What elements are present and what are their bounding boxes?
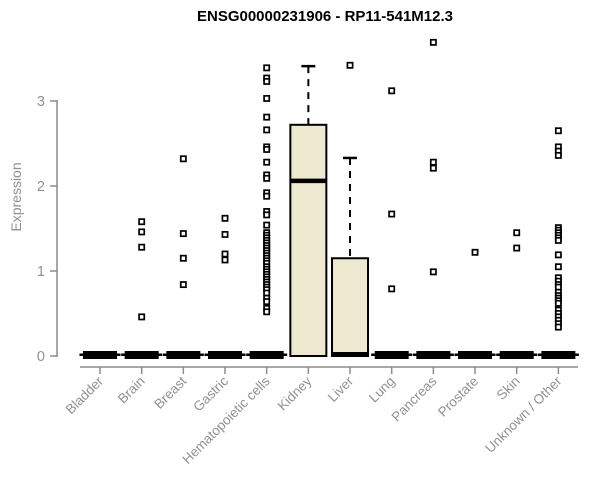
x-tick-label-bladder: Bladder xyxy=(63,373,107,417)
box-group-prostate xyxy=(454,248,496,359)
outlier-point xyxy=(554,151,562,159)
x-tick-label-lung: Lung xyxy=(366,374,398,406)
box-group-bladder xyxy=(79,351,121,359)
flat-box xyxy=(124,351,159,359)
x-tick-label-kidney: Kidney xyxy=(275,373,315,413)
outlier-point xyxy=(513,229,521,237)
y-axis-title: Expression xyxy=(8,162,24,231)
outlier-point xyxy=(554,323,562,331)
outlier-point xyxy=(179,281,187,289)
outlier-point xyxy=(179,230,187,238)
chart-title: ENSG00000231906 - RP11-541M12.3 xyxy=(197,8,453,25)
outlier-point xyxy=(554,251,562,259)
box-rect xyxy=(289,123,328,357)
y-tick-label: 2 xyxy=(37,179,45,195)
outlier-point xyxy=(138,243,146,251)
box-rect xyxy=(331,257,370,357)
outlier-point xyxy=(138,228,146,236)
outlier-point xyxy=(138,218,146,226)
box-group-kidney xyxy=(289,64,328,357)
flat-box xyxy=(83,351,117,359)
outlier-point xyxy=(388,285,396,293)
outlier-point xyxy=(554,263,562,271)
x-tick-label-unknown-other: Unknown / Other xyxy=(482,373,565,456)
outlier-point xyxy=(471,248,479,256)
outlier-point xyxy=(263,211,271,219)
flat-box xyxy=(416,351,451,359)
box-group-lung xyxy=(371,87,413,359)
outlier-point xyxy=(179,254,187,262)
outlier-point xyxy=(221,231,229,238)
box-group-gastric xyxy=(204,214,246,359)
outlier-point xyxy=(263,308,271,316)
outlier-point xyxy=(221,214,229,222)
flat-box xyxy=(374,351,409,359)
outlier-point xyxy=(263,146,271,153)
y-tick-label: 3 xyxy=(37,94,45,110)
outlier-point xyxy=(221,250,229,258)
outlier-point xyxy=(263,192,271,200)
outlier-point xyxy=(429,268,437,276)
box-group-brain xyxy=(121,218,163,359)
box-group-breast xyxy=(162,155,204,359)
box-group-skin xyxy=(496,229,538,359)
y-tick-label: 0 xyxy=(37,349,45,365)
flat-box xyxy=(458,351,493,359)
outlier-point xyxy=(263,77,271,85)
box-group-hematopoietic-cells xyxy=(246,64,288,359)
outlier-point xyxy=(554,299,562,307)
outlier-point xyxy=(179,155,187,163)
outlier-point xyxy=(263,158,271,166)
outlier-point xyxy=(513,244,521,252)
flat-box xyxy=(541,351,576,359)
plot-area xyxy=(79,38,579,359)
outlier-point xyxy=(554,127,562,135)
outlier-point xyxy=(263,64,271,72)
outlier-point xyxy=(429,158,437,166)
outlier-point xyxy=(554,236,562,244)
x-tick-label-gastric: Gastric xyxy=(190,373,231,414)
flat-box xyxy=(249,351,284,359)
outlier-point xyxy=(263,174,271,182)
outlier-point xyxy=(388,87,396,95)
box-group-liver xyxy=(331,61,370,357)
outlier-point xyxy=(263,221,271,229)
flat-box xyxy=(208,351,243,359)
outlier-point xyxy=(221,256,229,264)
outlier-point xyxy=(263,113,271,121)
flat-box xyxy=(499,351,534,359)
outlier-point xyxy=(263,298,271,306)
x-tick-label-liver: Liver xyxy=(325,373,357,405)
x-tick-label-brain: Brain xyxy=(115,374,148,407)
outlier-point xyxy=(429,38,437,46)
outlier-point xyxy=(138,313,146,321)
x-tick-label-prostate: Prostate xyxy=(435,374,481,420)
outlier-point xyxy=(388,210,396,218)
outlier-point xyxy=(263,94,271,102)
outlier-point xyxy=(429,164,437,172)
x-tick-label-breast: Breast xyxy=(151,373,189,411)
box-group-unknown-other xyxy=(537,127,579,359)
box-group-pancreas xyxy=(412,38,454,359)
y-tick-label: 1 xyxy=(37,264,45,280)
outlier-point xyxy=(346,61,354,69)
x-tick-label-pancreas: Pancreas xyxy=(389,373,440,424)
outlier-point xyxy=(263,126,271,134)
flat-box xyxy=(166,351,201,359)
x-tick-label-skin: Skin xyxy=(494,374,523,403)
